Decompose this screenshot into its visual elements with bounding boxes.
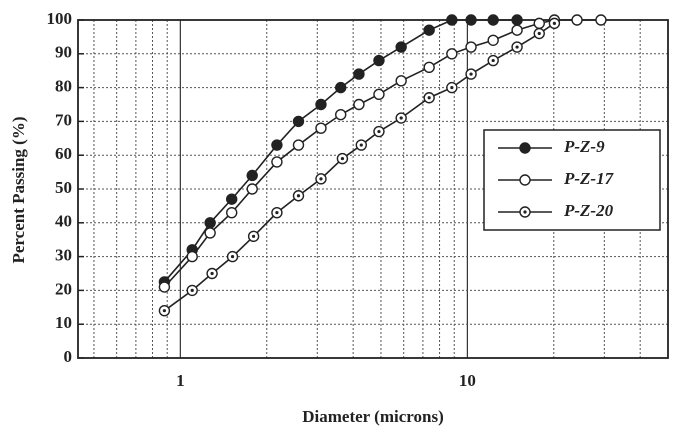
point [533, 17, 545, 30]
legend-marker-dot [523, 210, 527, 214]
point [271, 139, 283, 151]
point [423, 61, 435, 74]
point [511, 14, 523, 26]
y-tick-label: 20 [55, 279, 72, 298]
point [353, 98, 365, 111]
y-tick-label: 80 [55, 77, 72, 96]
point-dot [230, 255, 235, 259]
point [487, 34, 499, 46]
point [204, 217, 216, 229]
point [353, 68, 365, 80]
point [446, 14, 458, 26]
point-dot [469, 72, 473, 76]
point [186, 250, 198, 263]
point [487, 14, 499, 26]
plot-frame [77, 19, 669, 359]
point [158, 281, 171, 293]
point [335, 108, 347, 121]
point-dot [162, 309, 167, 313]
point-dot [296, 194, 301, 198]
point [595, 14, 607, 26]
point-dot [340, 156, 345, 161]
point [226, 206, 238, 219]
point-dot [552, 21, 557, 25]
point [292, 139, 305, 151]
point [335, 81, 347, 94]
y-tick-label: 90 [55, 43, 72, 62]
y-tick-label: 10 [55, 313, 72, 332]
point [246, 183, 258, 195]
y-tick-label: 60 [55, 144, 72, 163]
legend-marker [519, 142, 531, 154]
point [395, 75, 407, 87]
point [292, 115, 305, 128]
legend-label: P-Z-17 [563, 169, 615, 188]
point [423, 24, 435, 36]
point [395, 41, 407, 53]
point-dot [399, 116, 403, 120]
point-dot [377, 129, 381, 134]
point [465, 14, 477, 26]
y-tick-label: 30 [55, 246, 72, 265]
legend-marker [519, 174, 531, 186]
point-dot [190, 288, 194, 292]
point [315, 122, 327, 134]
point-dot [275, 211, 279, 215]
point [315, 98, 327, 111]
point-dot [359, 143, 363, 147]
point [446, 48, 458, 60]
y-tick-label: 0 [64, 347, 73, 366]
point-dot [252, 234, 256, 238]
y-tick-label: 100 [47, 9, 73, 28]
point-dot [537, 31, 541, 36]
y-tick-label: 50 [55, 178, 72, 197]
legend-label: P-Z-9 [563, 137, 605, 156]
legend-label: P-Z-20 [563, 201, 614, 220]
y-axis-title: Percent Passing (%) [9, 117, 28, 264]
y-tick-label: 40 [55, 212, 72, 231]
series-line [163, 19, 518, 283]
point-dot [450, 86, 454, 90]
point [465, 41, 477, 53]
point [226, 193, 238, 205]
point-dot [515, 45, 519, 49]
point [373, 54, 385, 67]
point-dot [427, 96, 431, 100]
point [204, 227, 216, 239]
point-dot [319, 177, 323, 181]
point [511, 24, 523, 36]
point [246, 169, 258, 182]
y-tick-label: 70 [55, 110, 72, 129]
point [373, 88, 385, 101]
x-tick-label: 1 [176, 371, 185, 390]
point-dot [210, 271, 214, 276]
x-axis-title: Diameter (microns) [302, 407, 443, 426]
x-tick-label: 10 [459, 371, 476, 390]
point-dot [491, 58, 495, 63]
point [271, 156, 283, 168]
point [571, 14, 583, 26]
